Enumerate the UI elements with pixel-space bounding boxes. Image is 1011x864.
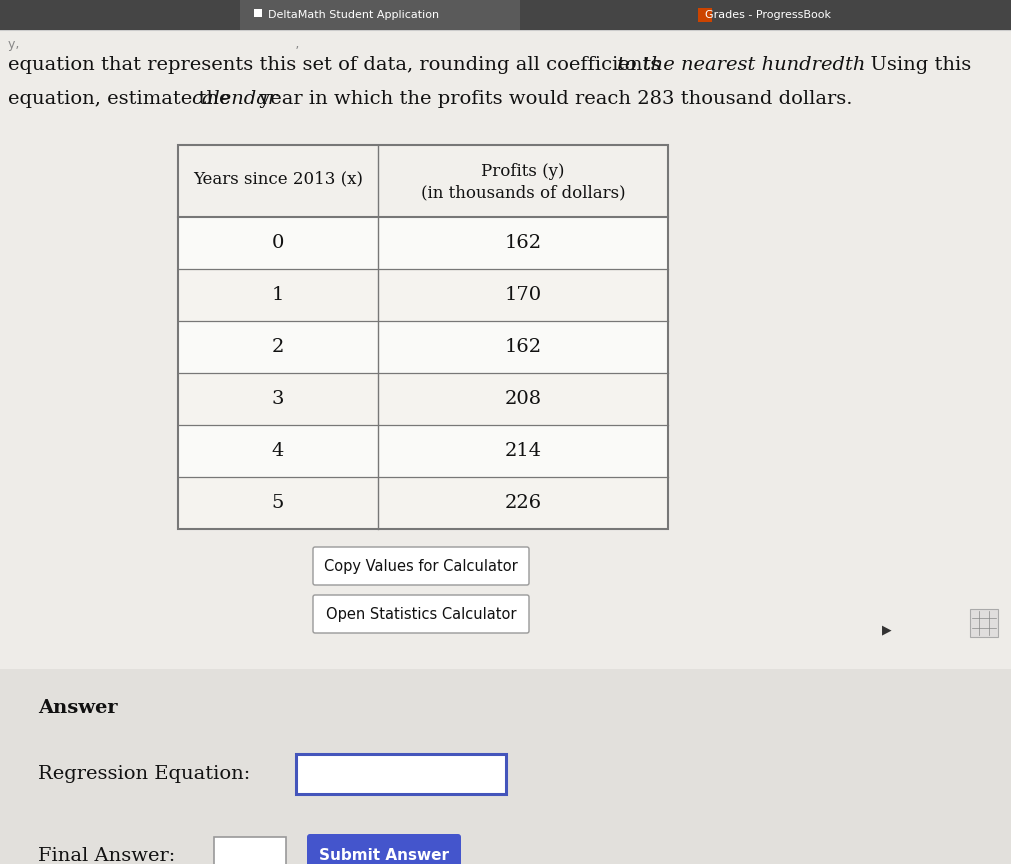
Text: 5: 5 <box>272 494 284 512</box>
Bar <box>178 373 667 425</box>
Text: 162: 162 <box>503 338 541 356</box>
Bar <box>178 145 667 529</box>
Text: y,                                                                     ,: y, , <box>8 38 299 51</box>
Bar <box>178 145 667 529</box>
Bar <box>178 269 667 321</box>
FancyBboxPatch shape <box>312 547 529 585</box>
Text: DeltaMath Student Application: DeltaMath Student Application <box>268 10 439 20</box>
Text: 2: 2 <box>272 338 284 356</box>
Text: Answer: Answer <box>38 699 117 717</box>
Bar <box>698 8 712 22</box>
Text: Copy Values for Calculator: Copy Values for Calculator <box>324 558 518 574</box>
Text: 0: 0 <box>272 234 284 252</box>
Text: Grades - ProgressBook: Grades - ProgressBook <box>698 10 830 20</box>
Bar <box>178 217 667 269</box>
Bar <box>178 477 667 529</box>
Text: Profits (y): Profits (y) <box>481 162 564 180</box>
Text: Submit Answer: Submit Answer <box>318 848 449 863</box>
Text: . Using this: . Using this <box>857 56 971 74</box>
FancyBboxPatch shape <box>312 595 529 633</box>
Text: Years since 2013 (x): Years since 2013 (x) <box>193 170 363 187</box>
Text: Open Statistics Calculator: Open Statistics Calculator <box>326 607 516 621</box>
Text: Final Answer:: Final Answer: <box>38 847 175 864</box>
Text: equation, estimate the: equation, estimate the <box>8 90 237 108</box>
Bar <box>240 0 520 30</box>
Text: ▶: ▶ <box>882 624 891 637</box>
Bar <box>0 0 1011 30</box>
Bar <box>0 669 1011 864</box>
Text: (in thousands of dollars): (in thousands of dollars) <box>421 185 625 201</box>
Text: 170: 170 <box>503 286 541 304</box>
Bar <box>213 837 286 864</box>
Text: to the nearest hundredth: to the nearest hundredth <box>617 56 864 74</box>
Text: 162: 162 <box>503 234 541 252</box>
Text: equation that represents this set of data, rounding all coefficients: equation that represents this set of dat… <box>8 56 666 74</box>
Text: Regression Equation:: Regression Equation: <box>38 765 250 783</box>
Bar <box>254 9 262 17</box>
Text: calendar: calendar <box>191 90 277 108</box>
Bar <box>178 145 667 217</box>
Text: year in which the profits would reach 283 thousand dollars.: year in which the profits would reach 28… <box>253 90 851 108</box>
Text: 3: 3 <box>272 390 284 408</box>
Text: 226: 226 <box>503 494 541 512</box>
Text: 4: 4 <box>272 442 284 460</box>
Text: 1: 1 <box>272 286 284 304</box>
Text: 208: 208 <box>503 390 541 408</box>
Bar <box>178 425 667 477</box>
Bar <box>178 321 667 373</box>
FancyBboxPatch shape <box>306 834 461 864</box>
Text: 214: 214 <box>503 442 541 460</box>
Bar <box>969 609 997 637</box>
Bar <box>295 754 506 794</box>
